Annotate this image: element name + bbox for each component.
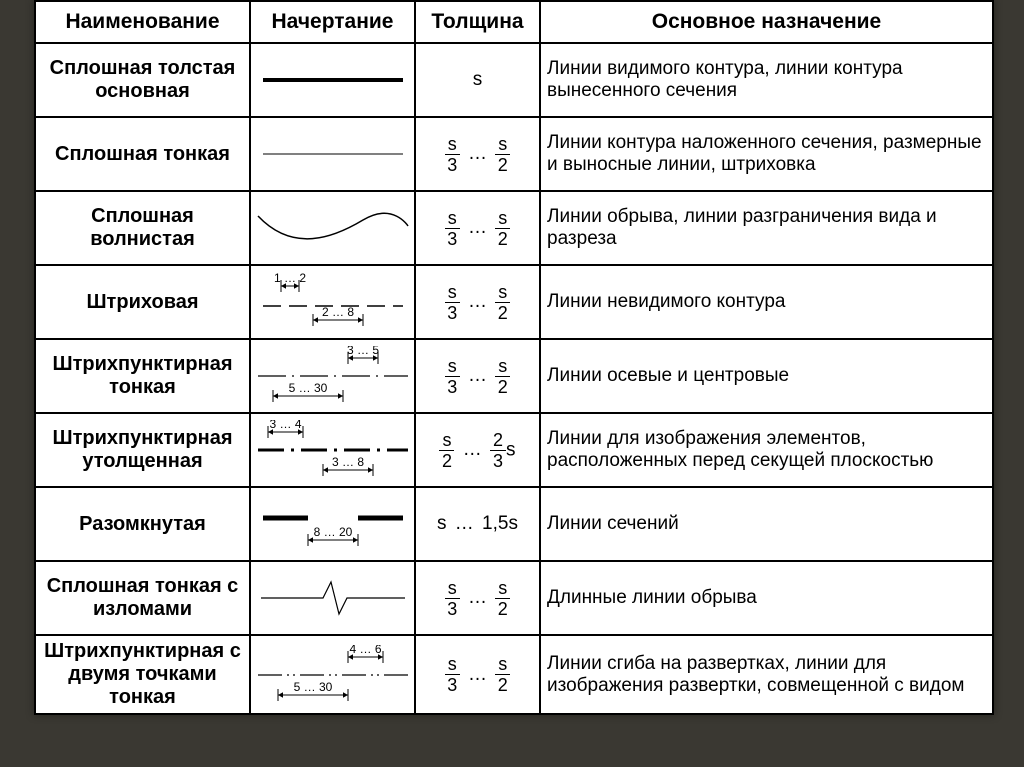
cell-name: Штрихпунктирная тонкая [35, 339, 250, 413]
cell-purpose: Линии осевые и центровые [540, 339, 993, 413]
table-row: Сплошная тонкая s3 … s2 Линии контура на… [35, 117, 993, 191]
cell-drawing: 4 … 6 5 … 30 [250, 635, 415, 714]
cell-thickness: s3 … s2 [415, 117, 540, 191]
cell-name: Сплошная тонкая [35, 117, 250, 191]
cell-drawing [250, 43, 415, 117]
svg-text:3 … 4: 3 … 4 [269, 420, 301, 431]
table-row: Штрихпунктирная с двумя точками тонкая 4… [35, 635, 993, 714]
cell-name: Штриховая [35, 265, 250, 339]
svg-text:4 … 6: 4 … 6 [349, 645, 381, 656]
header-drawing: Начертание [250, 1, 415, 43]
svg-text:2 … 8: 2 … 8 [322, 305, 354, 319]
cell-thickness: s3 … s2 [415, 339, 540, 413]
cell-purpose: Линии контура наложенного сечения, разме… [540, 117, 993, 191]
svg-text:5 … 30: 5 … 30 [289, 381, 328, 395]
cell-purpose: Линии для изображения элементов, располо… [540, 413, 993, 487]
cell-drawing [250, 561, 415, 635]
cell-drawing: 3 … 5 5 … 30 [250, 339, 415, 413]
cell-purpose: Линии сечений [540, 487, 993, 561]
cell-purpose: Линии обрыва, линии разграничения вида и… [540, 191, 993, 265]
cell-thickness: s … 1,5s [415, 487, 540, 561]
cell-name: Штрихпунктирная с двумя точками тонкая [35, 635, 250, 714]
cell-drawing: 3 … 4 3 … 8 [250, 413, 415, 487]
table-container: Наименование Начертание Толщина Основное… [34, 0, 994, 715]
cell-thickness: s3 … s2 [415, 191, 540, 265]
cell-name: Сплошная волнистая [35, 191, 250, 265]
cell-drawing [250, 191, 415, 265]
svg-text:1 … 2: 1 … 2 [274, 272, 306, 285]
svg-text:5 … 30: 5 … 30 [294, 680, 333, 694]
cell-purpose: Длинные линии обрыва [540, 561, 993, 635]
cell-thickness: s3 … s2 [415, 561, 540, 635]
cell-name: Штрихпунктирная утолщенная [35, 413, 250, 487]
cell-thickness: s2 … 23s [415, 413, 540, 487]
cell-drawing [250, 117, 415, 191]
cell-drawing: 8 … 20 [250, 487, 415, 561]
svg-text:8 … 20: 8 … 20 [314, 525, 353, 539]
cell-drawing: 1 … 2 2 … 8 [250, 265, 415, 339]
header-purpose: Основное назначение [540, 1, 993, 43]
table-row: Сплошная тонкая с изломами s3 … s2 Длинн… [35, 561, 993, 635]
table-row: Штрихпунктирная утолщенная 3 … 4 3 … 8 s… [35, 413, 993, 487]
cell-name: Сплошная толстая основная [35, 43, 250, 117]
cell-purpose: Линии сгиба на развертках, линии для изо… [540, 635, 993, 714]
table-row: Штрихпунктирная тонкая 3 … 5 5 … 30 s3 …… [35, 339, 993, 413]
cell-name: Сплошная тонкая с изломами [35, 561, 250, 635]
cell-name: Разомкнутая [35, 487, 250, 561]
header-row: Наименование Начертание Толщина Основное… [35, 1, 993, 43]
table-row: Штриховая 1 … 2 2 … 8 s3 … s2 Линии неви… [35, 265, 993, 339]
cell-thickness: s3 … s2 [415, 635, 540, 714]
cell-thickness: s3 … s2 [415, 265, 540, 339]
table-row: Разомкнутая 8 … 20 s … 1,5s Линии сечени… [35, 487, 993, 561]
svg-text:3 … 8: 3 … 8 [332, 455, 364, 469]
table-row: Сплошная волнистая s3 … s2 Линии обрыва,… [35, 191, 993, 265]
header-name: Наименование [35, 1, 250, 43]
cell-thickness: s [415, 43, 540, 117]
line-types-table: Наименование Начертание Толщина Основное… [34, 0, 994, 715]
cell-purpose: Линии видимого контура, линии контура вы… [540, 43, 993, 117]
cell-purpose: Линии невидимого контура [540, 265, 993, 339]
svg-text:3 … 5: 3 … 5 [347, 346, 379, 357]
header-thickness: Толщина [415, 1, 540, 43]
table-row: Сплошная толстая основная s Линии видимо… [35, 43, 993, 117]
